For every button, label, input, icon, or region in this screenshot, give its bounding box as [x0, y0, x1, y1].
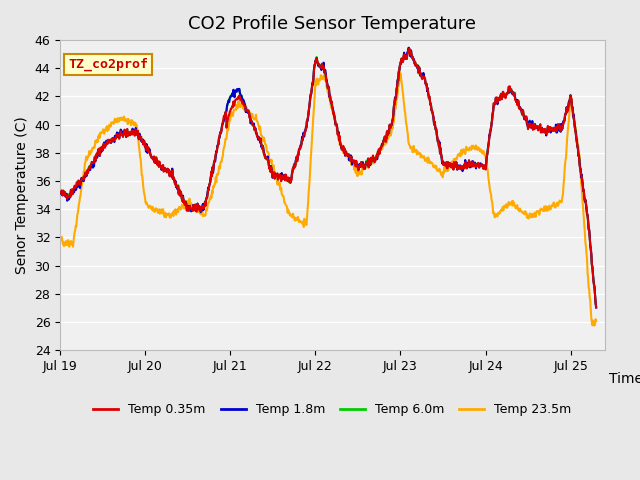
Legend: Temp 0.35m, Temp 1.8m, Temp 6.0m, Temp 23.5m: Temp 0.35m, Temp 1.8m, Temp 6.0m, Temp 2…: [88, 398, 577, 421]
Text: TZ_co2prof: TZ_co2prof: [68, 58, 148, 72]
X-axis label: Time: Time: [609, 372, 640, 386]
Y-axis label: Senor Temperature (C): Senor Temperature (C): [15, 116, 29, 274]
Title: CO2 Profile Sensor Temperature: CO2 Profile Sensor Temperature: [188, 15, 476, 33]
